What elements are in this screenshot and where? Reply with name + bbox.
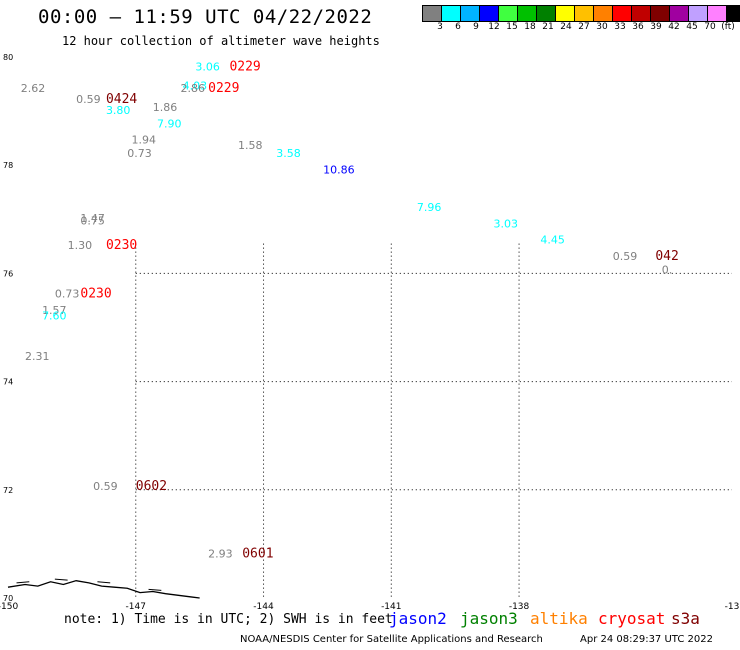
wave-height-value: 0.75 (80, 215, 105, 228)
legend-swatch (556, 6, 575, 21)
legend-unit: (ft) (721, 22, 735, 32)
barrier-island (16, 581, 30, 584)
satellite-label-cryosat: cryosat (598, 609, 666, 628)
wave-height-value: 0.59 (93, 480, 118, 493)
pass-time-label: 0230 (106, 238, 137, 253)
wave-height-value: 0.73 (127, 147, 152, 160)
lon-tick-label: -13 (725, 602, 740, 612)
footer-note: note: 1) Time is in UTC; 2) SWH is in fe… (64, 612, 393, 627)
legend-label: 6 (455, 22, 461, 32)
barrier-island (148, 588, 162, 591)
wave-height-value: 1.94 (132, 134, 157, 147)
lat-tick-label: 78 (3, 161, 13, 170)
pass-time-label: 042 (655, 249, 678, 264)
legend-label: 70 (704, 22, 716, 32)
pass-time-label: 0229 (229, 60, 260, 75)
wave-height-value: 4.45 (540, 234, 565, 247)
wave-height-value: 2.31 (25, 350, 50, 363)
wave-height-value: 1.86 (153, 101, 178, 114)
legend-swatch (689, 6, 708, 21)
generated-timestamp: Apr 24 08:29:37 UTC 2022 (580, 634, 713, 645)
legend-swatch (651, 6, 670, 21)
satellite-label-s3a: s3a (671, 609, 700, 628)
legend-label: 39 (650, 22, 662, 32)
legend-swatch (518, 6, 537, 21)
wave-height-value: 1.57 (42, 304, 67, 317)
legend-swatch (423, 6, 442, 21)
legend-label: 36 (632, 22, 644, 32)
legend-label: 24 (560, 22, 572, 32)
lat-tick-label: 76 (3, 269, 13, 278)
legend-label: 21 (542, 22, 554, 32)
pass-time-label: 0230 (80, 287, 111, 302)
wave-height-value: 1.30 (68, 239, 93, 252)
satellite-label-altika: altika (530, 609, 588, 628)
lon-tick-label: -144 (253, 602, 274, 612)
legend-label: 27 (578, 22, 590, 32)
wave-height-value: 4.03 (183, 79, 208, 92)
wave-height-value: 3.80 (106, 104, 131, 117)
credit-text: NOAA/NESDIS Center for Satellite Applica… (240, 634, 543, 645)
wave-height-value: 1.47 (80, 212, 105, 225)
wave-height-value: 2.93 (208, 547, 233, 560)
coastline (7, 580, 200, 599)
wave-height-value: 0.59 (613, 250, 638, 263)
legend-swatch (670, 6, 689, 21)
barrier-island (97, 581, 111, 584)
legend-swatch (594, 6, 613, 21)
wave-height-value: 0. (662, 263, 673, 276)
legend-label: 12 (488, 22, 500, 32)
legend-label: 3 (437, 22, 443, 32)
lat-tick-label: 74 (3, 378, 13, 387)
wave-height-value: 2.86 (180, 82, 205, 95)
pass-time-label: 0602 (136, 479, 167, 494)
lon-tick-label: -147 (126, 602, 146, 612)
wave-height-value: 7.90 (157, 117, 182, 130)
legend-swatch (727, 6, 740, 21)
wave-height-value: 7.60 (42, 309, 67, 322)
lon-tick-label: -141 (381, 602, 401, 612)
wave-height-value: 1.58 (238, 139, 263, 152)
lat-tick-label: 70 (3, 594, 13, 603)
wave-height-value: 7.96 (417, 201, 442, 214)
map-subtitle: 12 hour collection of altimeter wave hei… (62, 34, 380, 48)
legend-swatch (499, 6, 518, 21)
legend-label: 45 (686, 22, 698, 32)
legend-swatch (537, 6, 556, 21)
legend-swatch (442, 6, 461, 21)
barrier-island (54, 578, 68, 581)
wave-height-value: 3.06 (195, 61, 220, 74)
legend-swatch (461, 6, 480, 21)
wave-height-value: 0.59 (76, 93, 101, 106)
satellite-label-jason2: jason2 (389, 609, 447, 628)
lon-tick-label: -138 (509, 602, 530, 612)
legend-swatch (480, 6, 499, 21)
legend-label: 30 (596, 22, 608, 32)
lat-tick-label: 80 (3, 53, 13, 62)
pass-time-label: 0229 (208, 81, 239, 96)
legend-swatch (708, 6, 727, 21)
map-title: 00:00 – 11:59 UTC 04/22/2022 (38, 6, 373, 28)
wave-height-value: 0.73 (55, 288, 80, 301)
legend-swatch (632, 6, 651, 21)
color-scale-legend (422, 5, 740, 22)
wave-height-value: 2.62 (21, 82, 46, 95)
wave-height-value: 10.86 (323, 163, 355, 176)
legend-label: 15 (506, 22, 518, 32)
lon-tick-label: -150 (0, 602, 18, 612)
legend-swatch (575, 6, 594, 21)
legend-label: 33 (614, 22, 626, 32)
wave-height-value: 3.03 (494, 217, 518, 230)
legend-swatch (613, 6, 632, 21)
legend-label: 9 (473, 22, 479, 32)
satellite-label-jason3: jason3 (460, 609, 518, 628)
pass-time-label: 0424 (106, 92, 137, 107)
pass-time-label: 0601 (242, 546, 273, 561)
legend-label: 42 (668, 22, 680, 32)
lat-tick-label: 72 (3, 486, 13, 495)
legend-label: 18 (524, 22, 536, 32)
wave-height-value: 3.58 (276, 147, 301, 160)
